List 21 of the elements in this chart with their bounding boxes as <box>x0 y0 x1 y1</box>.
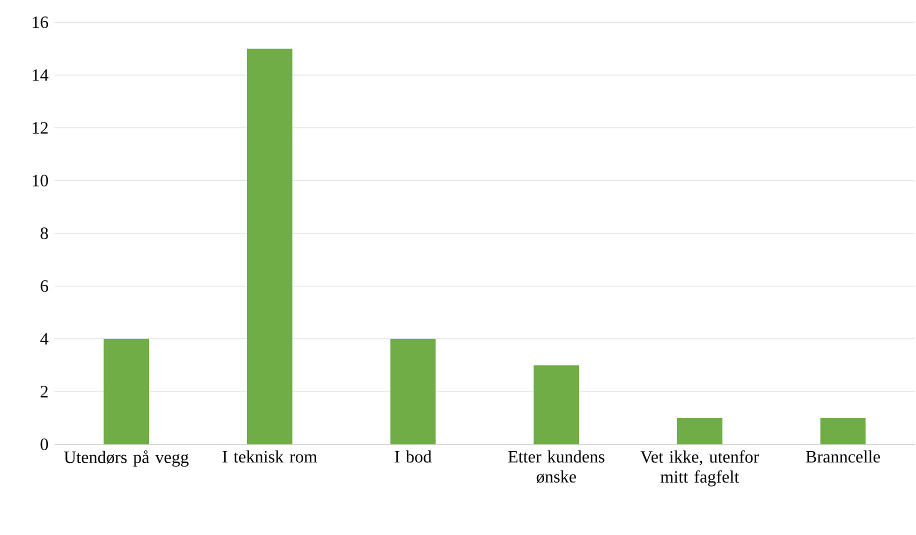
x-tick-label: I bod <box>394 450 432 463</box>
y-tick-label: 10 <box>32 174 48 186</box>
y-tick-label: 2 <box>40 386 48 398</box>
y-tick-label: 6 <box>40 280 48 292</box>
bar <box>534 365 580 444</box>
bar <box>390 338 436 444</box>
x-tick-label: Vet ikke, utenfor mitt fagfelt <box>640 450 759 486</box>
x-tick-label: Branncelle <box>806 450 880 463</box>
y-tick-label: 16 <box>32 16 48 28</box>
x-tick-label: Utendørs på vegg <box>64 450 189 467</box>
y-tick-label: 8 <box>40 227 48 240</box>
bar <box>677 418 722 444</box>
bar <box>247 48 292 444</box>
x-tick-label: I teknisk rom <box>222 450 318 463</box>
bar <box>820 418 866 444</box>
y-tick-label: 14 <box>32 69 48 81</box>
y-tick-label: 12 <box>32 122 48 134</box>
y-tick-label: 0 <box>40 438 48 450</box>
bar <box>104 338 149 444</box>
x-tick-label: Etter kundens ønske <box>508 450 604 484</box>
y-tick-label: 4 <box>40 333 48 345</box>
